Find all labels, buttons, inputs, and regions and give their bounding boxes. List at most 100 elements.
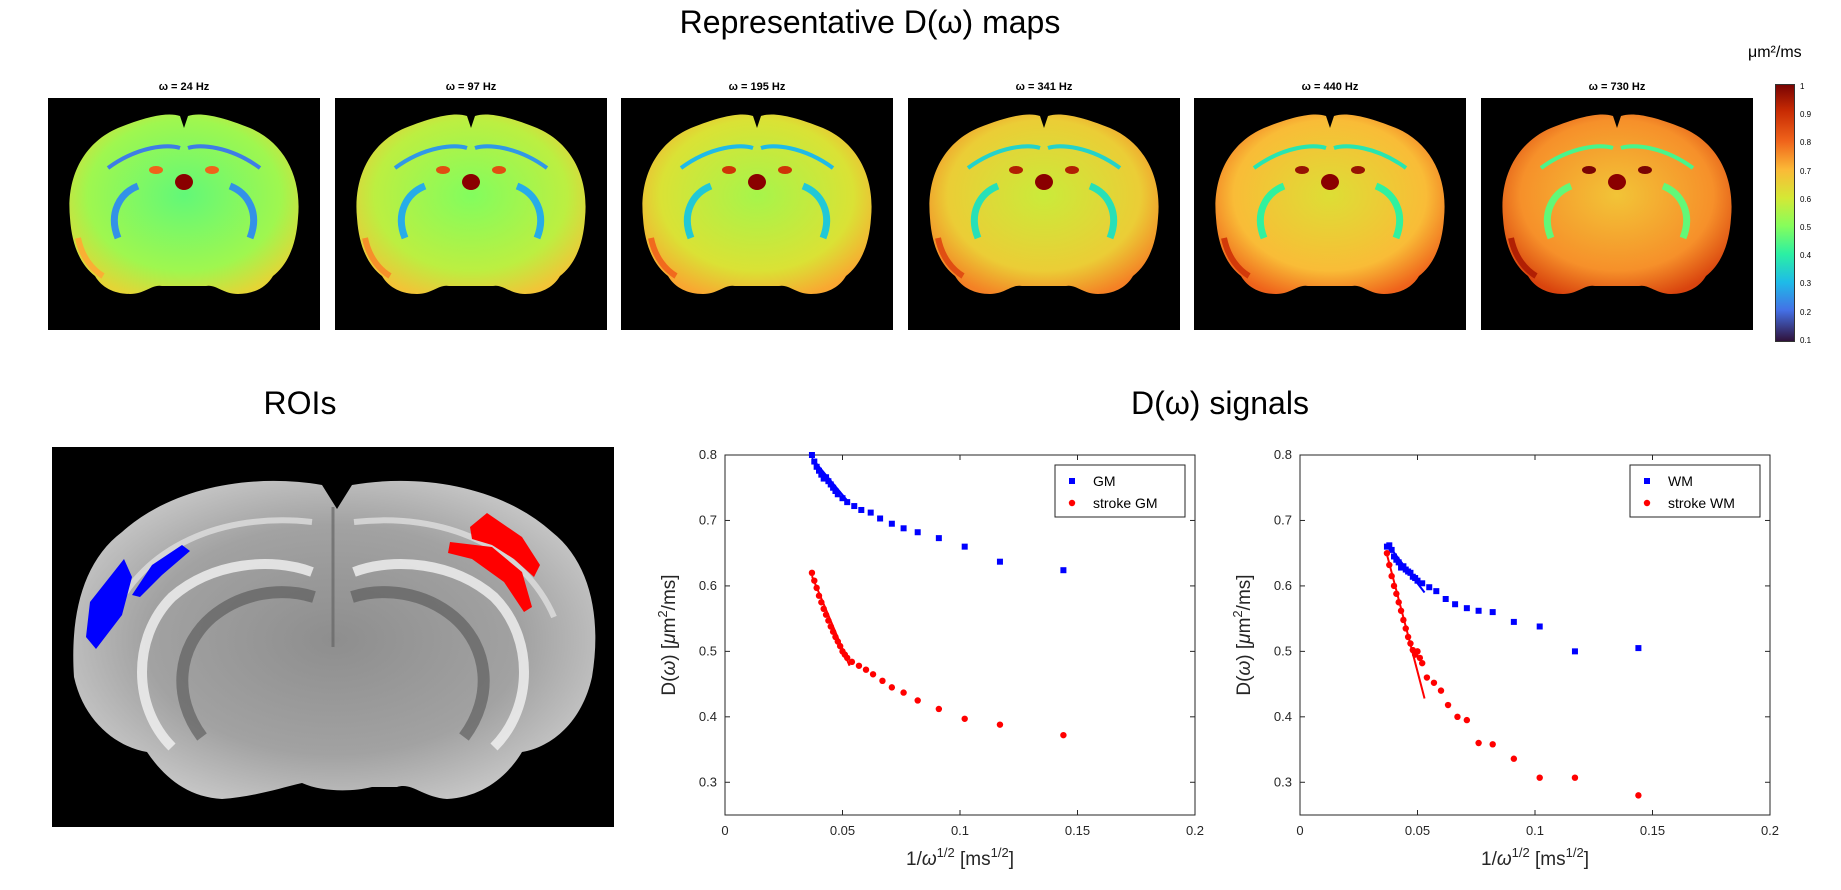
map-internal-capsule: [683, 182, 713, 240]
roi-brain-image: [73, 480, 596, 799]
colorbar-tick-label: 0.4: [1800, 251, 1812, 261]
legend-label: WM: [1668, 473, 1693, 489]
data-point: [834, 491, 841, 498]
data-point: [1571, 774, 1579, 781]
map-ventricle: [436, 166, 450, 174]
data-point: [914, 529, 921, 536]
legend-marker: [1643, 499, 1651, 507]
map-brain: [1502, 114, 1732, 294]
data-point: [1414, 648, 1421, 655]
map-ventricle: [175, 174, 193, 190]
map-image: [356, 114, 586, 294]
data-point: [1444, 701, 1452, 709]
legend-label: GM: [1093, 473, 1116, 489]
data-point: [961, 715, 968, 722]
data-point: [816, 467, 822, 474]
data-point: [808, 452, 815, 458]
data-point: [1475, 607, 1482, 614]
map-label: ω = 440 Hz: [1301, 81, 1359, 93]
colorbar-tick-label: 1: [1800, 82, 1805, 91]
y-tick-label: 0.8: [1274, 447, 1292, 462]
data-point: [1407, 640, 1414, 647]
y-tick-label: 0.7: [699, 512, 717, 527]
colorbar-tick-label: 0.1: [1800, 335, 1812, 345]
data-point: [823, 474, 830, 481]
data-point: [1433, 588, 1440, 595]
y-tick-label: 0.3: [1274, 774, 1292, 789]
data-point: [808, 569, 816, 577]
data-point: [858, 506, 865, 513]
data-point: [1414, 577, 1421, 584]
data-point: [877, 515, 884, 522]
map-ventricle: [149, 166, 163, 174]
data-point: [1383, 549, 1391, 557]
data-point: [1430, 679, 1438, 686]
data-point: [1391, 553, 1397, 560]
legend-label: stroke WM: [1668, 495, 1735, 511]
map-panel: [48, 98, 320, 330]
data-point: [961, 543, 968, 550]
map-internal-capsule: [397, 182, 427, 240]
map-internal-capsule: [1256, 182, 1286, 240]
y-axis-label: D(ω) [μm2/ms]: [655, 574, 680, 695]
y-axis-label: D(ω) [μm2/ms]: [1230, 574, 1255, 695]
map-edge: [1508, 237, 1538, 279]
data-point: [1571, 648, 1578, 655]
x-tick-label: 0.15: [1640, 823, 1665, 838]
data-point: [830, 484, 837, 491]
map-internal-capsule: [110, 182, 140, 240]
map-internal-capsule: [228, 182, 258, 240]
x-tick-label: 0.15: [1065, 823, 1090, 838]
legend-marker: [1069, 478, 1075, 484]
roi-inner-arc-left: [137, 559, 314, 751]
data-point: [820, 605, 827, 613]
map-brain: [356, 114, 586, 294]
colorbar-tick-label: 0.5: [1800, 223, 1812, 232]
map-label: ω = 730 Hz: [1588, 81, 1646, 93]
data-point: [1060, 567, 1067, 574]
chart-gm: 0 0.05 0.1 0.15 0.2 0.3 0.4 0.5 0.6 0.7 0.8 1/ω1/2 …: [655, 447, 1204, 870]
map-ventricle: [1638, 166, 1652, 174]
colorbar-tick-label: 0.9: [1800, 110, 1812, 120]
rois-title: ROIs: [263, 385, 337, 421]
map-ventricle: [1065, 166, 1079, 174]
legend: [1054, 464, 1186, 518]
data-point: [1388, 572, 1395, 580]
map-internal-capsule: [1374, 182, 1404, 240]
map-image: [1502, 114, 1732, 294]
map-corpus-callosum: [106, 144, 181, 170]
map-image: [69, 114, 299, 294]
data-point: [1416, 654, 1424, 662]
map-corpus-callosum: [966, 144, 1041, 170]
map-edge: [1221, 237, 1251, 279]
data-point: [811, 458, 818, 465]
data-point: [1419, 580, 1426, 587]
data-point: [1390, 582, 1398, 590]
data-point: [825, 617, 832, 624]
data-point: [888, 684, 896, 691]
map-image: [1215, 114, 1445, 294]
data-point: [851, 503, 858, 510]
data-point: [888, 520, 895, 527]
data-point: [1400, 616, 1407, 624]
data-point: [996, 558, 1003, 565]
data-point: [827, 623, 834, 630]
x-tick-label: 0.2: [1761, 823, 1779, 838]
data-point: [813, 463, 820, 470]
data-point: [1536, 774, 1543, 781]
y-tick-label: 0.4: [699, 709, 717, 724]
data-point: [1388, 546, 1395, 553]
y-tick-label: 0.7: [1274, 512, 1292, 527]
map-corpus-callosum: [474, 144, 549, 170]
map-corpus-callosum: [1539, 144, 1614, 170]
x-tick-label: 0: [721, 823, 728, 838]
x-tick-label: 0: [1296, 823, 1303, 838]
map-panel: [335, 98, 607, 330]
map-corpus-callosum: [1047, 144, 1122, 170]
map-label: ω = 341 Hz: [1015, 81, 1073, 93]
x-axis-label: 1/ω1/2 [ms1/2]: [906, 845, 1014, 870]
data-point: [1463, 605, 1470, 612]
map-ventricle: [1582, 166, 1596, 174]
data-point: [1510, 618, 1517, 625]
data-point: [815, 592, 823, 599]
